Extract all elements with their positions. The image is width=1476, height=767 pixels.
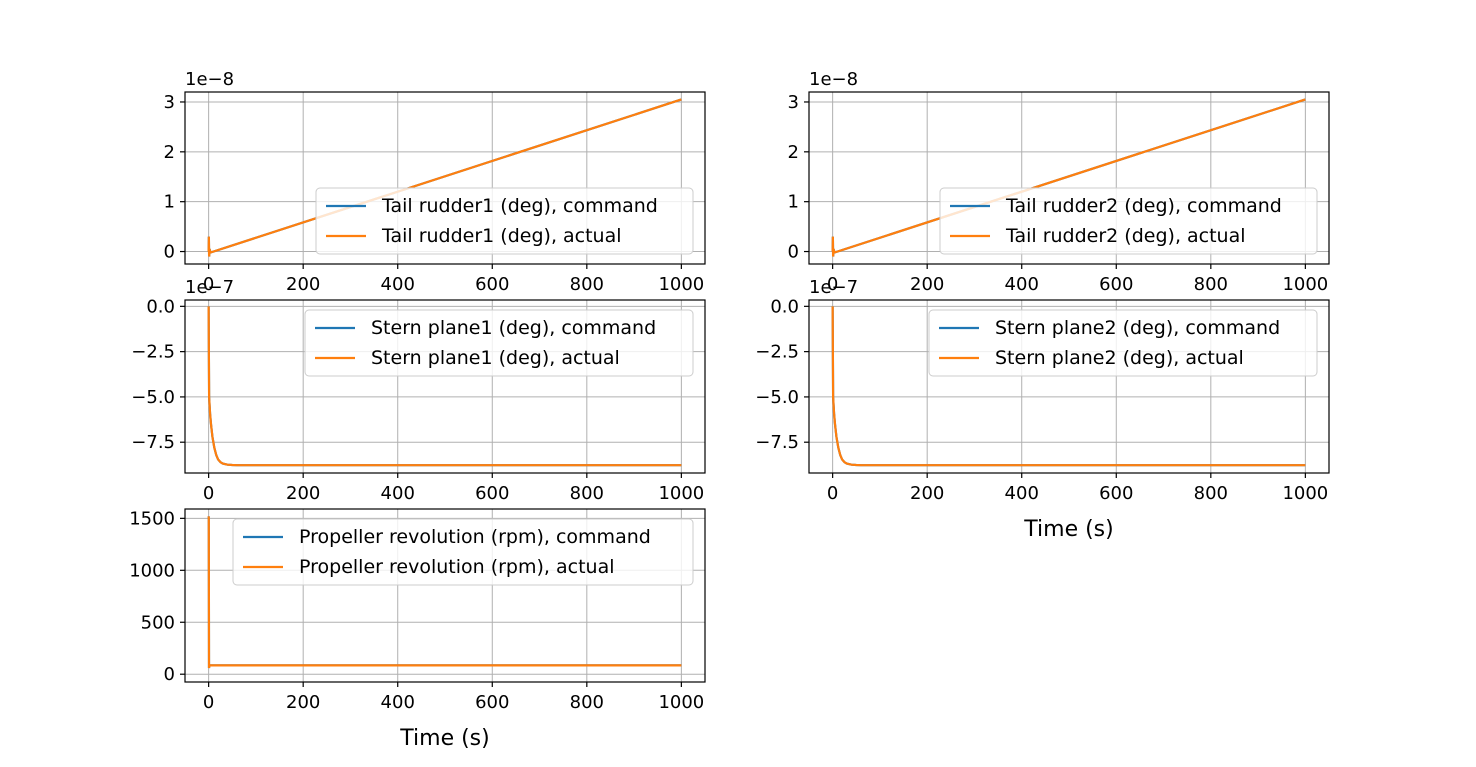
axes-frame [808, 299, 1330, 474]
x-tick-label: 400 [381, 483, 415, 504]
x-tick-label: 600 [1099, 274, 1133, 295]
x-tick-label: 0 [203, 483, 214, 504]
x-tick-label: 1000 [658, 692, 704, 713]
series-line-actual [207, 306, 682, 467]
axes-frame [184, 91, 706, 265]
series-line-actual [207, 98, 682, 257]
axes-frame [808, 91, 1330, 265]
x-tick-label: 600 [475, 692, 509, 713]
y-tick-label: −2.5 [755, 342, 799, 363]
x-tick-label: 600 [475, 274, 509, 295]
x-tick-label: 800 [570, 692, 604, 713]
x-tick-label: 200 [286, 483, 320, 504]
legend-entry-label: Tail rudder2 (deg), actual [1005, 225, 1246, 247]
x-axis-label: Time (s) [399, 726, 489, 751]
y-tick-label: 0 [164, 664, 175, 685]
x-tick-label: 400 [381, 274, 415, 295]
x-tick-label: 400 [1005, 483, 1039, 504]
y-tick-label: −5.0 [755, 387, 799, 408]
legend-entry-label: Stern plane1 (deg), command [371, 317, 656, 339]
legend-box [928, 309, 1318, 377]
y-offset-label: 1e−8 [185, 69, 234, 90]
x-tick-label: 1000 [1282, 483, 1328, 504]
x-tick-label: 600 [475, 483, 509, 504]
legend: Propeller revolution (rpm), command Prope… [232, 518, 694, 586]
legend-entry-label: Stern plane2 (deg), command [995, 317, 1280, 339]
y-tick-label: 1000 [129, 560, 175, 581]
x-tick-label: 400 [1005, 274, 1039, 295]
y-offset-label: 1e−8 [809, 69, 858, 90]
x-tick-label: 400 [381, 692, 415, 713]
y-tick-label: −5.0 [131, 387, 175, 408]
legend-box [304, 309, 694, 377]
y-offset-label: 1e−7 [809, 277, 858, 298]
legend-entry-label: Stern plane2 (deg), actual [995, 347, 1244, 369]
x-tick-label: 200 [286, 692, 320, 713]
y-tick-label: 1 [788, 192, 799, 213]
y-tick-label: 0 [788, 242, 799, 263]
x-tick-label: 800 [1194, 274, 1228, 295]
y-offset-label: 1e−7 [185, 277, 234, 298]
legend-entry-label: Tail rudder1 (deg), actual [381, 225, 622, 247]
legend-box [939, 187, 1318, 255]
subplot-3: 0 200 400 600 800 1000 0.0 −2.5 −5.0 −7.5 1e−7 Ster… [131, 277, 706, 504]
y-tick-label: 0.0 [770, 296, 799, 317]
x-tick-label: 1000 [658, 274, 704, 295]
legend: Tail rudder2 (deg), command Tail rudder2 … [939, 187, 1318, 255]
x-tick-label: 200 [910, 483, 944, 504]
subplot-1: 0 200 400 600 800 1000 0 1 2 3 1e−8 Tail rudder1 (d… [164, 69, 706, 295]
legend: Stern plane2 (deg), command Stern plane2 … [928, 309, 1318, 377]
legend-box [232, 518, 694, 586]
y-tick-label: −7.5 [755, 432, 799, 453]
y-tick-label: 0 [164, 242, 175, 263]
y-tick-label: 3 [164, 92, 175, 113]
series-line-actual [831, 98, 1306, 257]
x-tick-label: 1000 [1282, 274, 1328, 295]
legend: Stern plane1 (deg), command Stern plane1 … [304, 309, 694, 377]
legend-box [315, 187, 694, 255]
x-tick-label: 800 [570, 274, 604, 295]
subplot-4: 0 200 400 600 800 1000 0.0 −2.5 −5.0 −7.5 1e−7 Time… [755, 277, 1330, 542]
series-line-actual [207, 516, 682, 669]
y-tick-label: −7.5 [131, 432, 175, 453]
x-tick-label: 0 [203, 692, 214, 713]
subplot-2: 0 200 400 600 800 1000 0 1 2 3 1e−8 Tail rudder2 (d… [788, 69, 1330, 295]
y-tick-label: 1500 [129, 508, 175, 529]
x-tick-label: 800 [570, 483, 604, 504]
y-tick-label: 500 [141, 612, 175, 633]
y-tick-label: 2 [164, 142, 175, 163]
x-tick-label: 1000 [658, 483, 704, 504]
legend-entry-label: Tail rudder1 (deg), command [381, 195, 658, 217]
legend-entry-label: Propeller revolution (rpm), actual [299, 556, 615, 578]
y-tick-label: 2 [788, 142, 799, 163]
x-tick-label: 0 [827, 483, 838, 504]
x-tick-label: 800 [1194, 483, 1228, 504]
axes-frame [184, 508, 706, 683]
x-tick-label: 200 [286, 274, 320, 295]
y-tick-label: 3 [788, 92, 799, 113]
y-tick-label: 1 [164, 192, 175, 213]
subplot-5: 0 200 400 600 800 1000 0 500 1000 1500 Time (s) Pro… [129, 508, 706, 751]
legend: Tail rudder1 (deg), command Tail rudder1 … [315, 187, 694, 255]
x-tick-label: 0 [827, 274, 838, 295]
x-tick-label: 0 [203, 274, 214, 295]
legend-entry-label: Propeller revolution (rpm), command [299, 526, 651, 548]
series-line-actual [831, 306, 1306, 467]
axes-frame [184, 299, 706, 474]
y-tick-label: −2.5 [131, 342, 175, 363]
x-axis-label: Time (s) [1023, 517, 1113, 542]
x-tick-label: 600 [1099, 483, 1133, 504]
legend-entry-label: Stern plane1 (deg), actual [371, 347, 620, 369]
legend-entry-label: Tail rudder2 (deg), command [1005, 195, 1282, 217]
y-tick-label: 0.0 [146, 296, 175, 317]
x-tick-label: 200 [910, 274, 944, 295]
